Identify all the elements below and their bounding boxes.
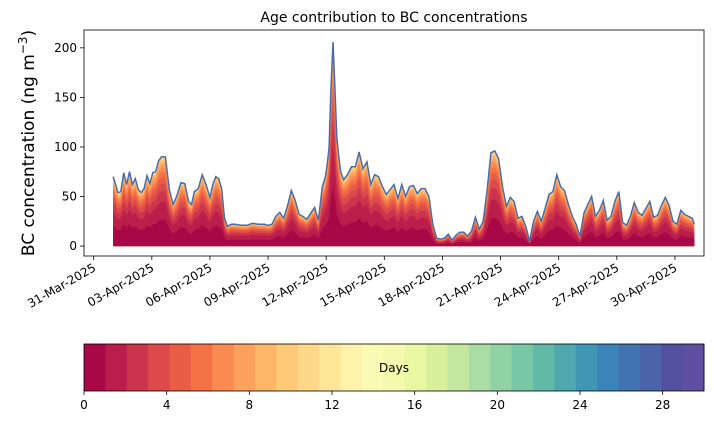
colorbar-swatch xyxy=(447,344,470,391)
colorbar-swatch xyxy=(297,344,320,391)
colorbar-tick-label: 12 xyxy=(324,398,339,412)
plot-area xyxy=(83,29,705,257)
colorbar-swatch xyxy=(255,344,277,391)
colorbar-swatch xyxy=(468,344,491,391)
total-bc-line xyxy=(112,41,696,242)
colorbar-tick-label: 16 xyxy=(407,398,422,412)
colorbar-swatch xyxy=(126,344,149,391)
colorbar-tick-label: 0 xyxy=(80,398,88,412)
age-layer-0 xyxy=(113,185,695,247)
colorbar-swatch xyxy=(361,344,384,391)
y-tick-label: 50 xyxy=(62,190,77,204)
colorbar-swatch xyxy=(490,344,513,391)
colorbar-swatch xyxy=(661,344,684,391)
colorbar-swatch xyxy=(105,344,128,391)
age-layer-8 xyxy=(113,52,695,247)
colorbar-swatch xyxy=(639,344,662,391)
colorbar-tick-label: 4 xyxy=(163,398,171,412)
colorbar-swatch xyxy=(426,344,448,391)
colorbar-swatch xyxy=(554,344,577,391)
colorbar-swatch xyxy=(233,344,256,391)
colorbar-swatch xyxy=(511,344,534,391)
age-layer-1 xyxy=(113,145,695,247)
age-layer-7 xyxy=(113,58,695,247)
age-layer-5 xyxy=(113,76,695,247)
colorbar-tick-label: 8 xyxy=(246,398,254,412)
chart-title: Age contribution to BC concentrations xyxy=(260,10,527,26)
y-axis: 0 50 100 150 200 xyxy=(54,41,84,253)
colorbar-swatch xyxy=(597,344,619,391)
colorbar-tick-label: 24 xyxy=(572,398,587,412)
age-layer-3 xyxy=(113,102,695,247)
colorbar-label: Days xyxy=(379,361,409,375)
y-axis-label-superscript: −3 xyxy=(16,36,30,54)
y-axis-label-close: ) xyxy=(19,30,39,37)
colorbar-swatch xyxy=(319,344,342,391)
colorbar-swatch xyxy=(618,344,641,391)
colorbar-swatch xyxy=(404,344,427,391)
colorbar-swatch xyxy=(383,344,406,391)
colorbar-ticks: 0 4 8 12 16 20 24 28 xyxy=(80,391,670,412)
plot-frame xyxy=(83,29,705,257)
y-axis-label: BC concentration (ng m−3) xyxy=(16,30,39,256)
age-layer-4 xyxy=(113,88,695,247)
colorbar-tick-label: 20 xyxy=(490,398,505,412)
colorbar-swatch xyxy=(190,344,213,391)
y-tick-label: 200 xyxy=(54,41,77,55)
age-layer-6 xyxy=(113,66,695,247)
x-axis: 31-Mar-202503-Apr-202506-Apr-202509-Apr-… xyxy=(25,256,679,311)
colorbar-swatch xyxy=(682,344,705,391)
age-layer-2 xyxy=(113,120,695,247)
age-area-layers xyxy=(113,41,695,247)
x-tick-label: 30-Apr-2025 xyxy=(608,260,679,309)
colorbar-swatch xyxy=(532,344,555,391)
colorbar-swatch xyxy=(148,344,171,391)
y-tick-label: 0 xyxy=(69,239,77,253)
colorbar-swatch xyxy=(169,344,192,391)
colorbar-swatch xyxy=(276,344,299,391)
y-tick-label: 150 xyxy=(54,90,77,104)
days-colorbar xyxy=(83,343,705,392)
colorbar-frame xyxy=(83,343,705,392)
colorbar-swatch xyxy=(84,344,106,391)
colorbar-swatch xyxy=(340,344,363,391)
total-bc-line-group xyxy=(112,41,696,242)
y-axis-label-main: BC concentration (ng m xyxy=(19,54,39,256)
colorbar-swatch xyxy=(575,344,598,391)
colorbar-swatch xyxy=(212,344,235,391)
y-tick-label: 100 xyxy=(54,140,77,154)
colorbar-tick-label: 28 xyxy=(655,398,670,412)
